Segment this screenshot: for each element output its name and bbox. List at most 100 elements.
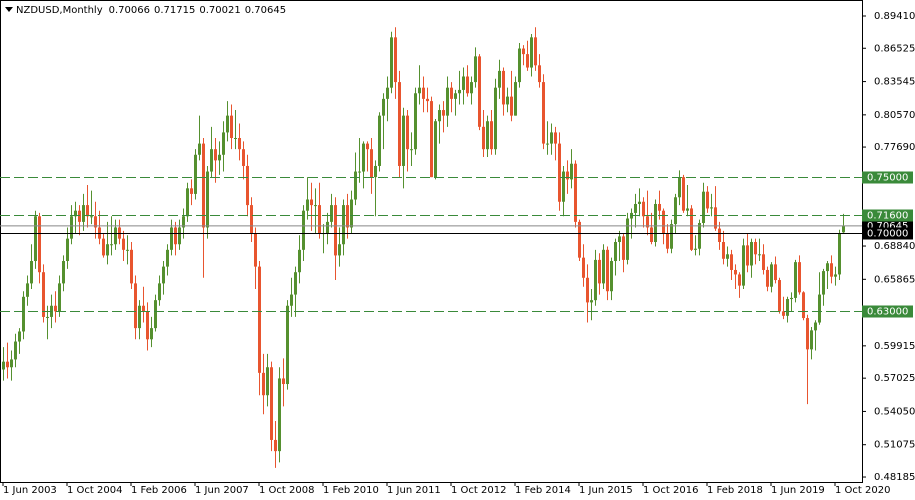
x-tick-label: 1 Feb 2014: [515, 485, 571, 496]
axes: 0.89410 0.86525 0.83545 0.80570 0.77690 0.688…: [2, 11, 915, 496]
candle-body: [46, 316, 49, 318]
candle-body: [646, 216, 649, 228]
candle-body: [86, 205, 89, 217]
candle-body: [714, 207, 717, 229]
candle-body: [606, 249, 609, 292]
last-close: 0.70645: [245, 5, 286, 16]
candle-body: [310, 199, 313, 206]
candle-body: [26, 283, 29, 297]
x-tick-label: 1 Jun 2003: [3, 485, 57, 496]
candle-body: [458, 89, 461, 94]
candle-body: [298, 249, 301, 273]
candle-body: [102, 238, 105, 256]
candle-body: [446, 87, 449, 116]
candle-body: [230, 115, 233, 139]
candle-body: [746, 245, 749, 266]
candle-body: [138, 305, 141, 329]
candle-body: [114, 227, 117, 245]
candle-body: [226, 115, 229, 133]
candle-body: [174, 227, 177, 245]
candle-body: [30, 261, 33, 284]
candle-body: [706, 191, 709, 209]
candle-body: [146, 311, 149, 340]
candle-body: [778, 280, 781, 312]
candle-body: [130, 249, 133, 284]
candle-body: [58, 283, 61, 312]
candle-body: [370, 149, 373, 178]
y-tick-label: 0.80570: [874, 110, 915, 121]
candle-body: [358, 171, 361, 173]
candle-body: [334, 205, 337, 256]
x-tick-label: 1 Feb 2018: [707, 485, 763, 496]
candle-body: [438, 110, 441, 122]
candle-body: [470, 82, 473, 94]
candle-body: [250, 205, 253, 234]
candle-body: [390, 37, 393, 88]
candle-body: [186, 188, 189, 217]
candle-body: [798, 262, 801, 293]
candle-body: [610, 261, 613, 292]
candle-body: [810, 330, 813, 350]
candle-body: [730, 254, 733, 270]
candle-body: [734, 269, 737, 275]
candle-body: [210, 149, 213, 172]
candle-body: [162, 266, 165, 284]
candle-body: [206, 171, 209, 228]
x-tick-label: 1 Oct 2008: [259, 485, 314, 496]
candle-body: [342, 205, 345, 245]
candle-body: [190, 188, 193, 194]
candle-body: [806, 318, 809, 350]
candle-body: [90, 216, 93, 218]
x-tick-label: 1 Jun 2015: [579, 485, 633, 496]
candle-body: [762, 254, 765, 270]
candle-body: [314, 205, 317, 207]
candle-body: [254, 233, 257, 267]
x-tick-label: 1 Feb 2006: [131, 485, 187, 496]
y-tick-label: 0.89410: [874, 11, 915, 22]
candle-body: [418, 87, 421, 94]
candle-body: [122, 238, 125, 250]
candle-body: [214, 149, 217, 161]
candle-body: [10, 359, 13, 368]
candle-body: [622, 236, 625, 260]
candle-body: [110, 244, 113, 246]
candle-body: [750, 242, 753, 266]
plot-area: [0, 27, 862, 468]
candle-body: [106, 244, 109, 256]
y-tick-label: 0.51075: [874, 440, 915, 451]
candle-body: [530, 37, 533, 68]
candle-body: [678, 177, 681, 198]
candle-body: [378, 115, 381, 166]
level-label: 0.71600: [867, 211, 908, 222]
candle-body: [718, 228, 721, 243]
y-tick-label: 0.59915: [874, 341, 915, 352]
candle-body: [626, 218, 629, 260]
candle-body: [754, 242, 757, 255]
candle-body: [582, 257, 585, 278]
candle-body: [134, 283, 137, 329]
candle-body: [686, 208, 689, 211]
x-tick-label: 1 Oct 2016: [643, 485, 698, 496]
level-label: 0.63000: [867, 307, 908, 318]
candle-body: [302, 210, 305, 250]
candle-body: [270, 367, 273, 440]
candle-body: [534, 37, 537, 66]
level-label-box: [862, 305, 913, 318]
candle-body: [650, 227, 653, 243]
candle-body: [326, 221, 329, 234]
level-label: 0.70000: [867, 229, 908, 240]
last-high: 0.71715: [154, 5, 195, 16]
level-label: 0.75000: [867, 173, 908, 184]
candle-body: [738, 274, 741, 286]
candle-body: [74, 210, 77, 217]
candle-body: [526, 54, 529, 68]
candle-body: [818, 294, 821, 323]
candle-body: [454, 93, 457, 99]
candle-body: [282, 378, 285, 385]
candle-body: [482, 126, 485, 150]
candle-body: [782, 311, 785, 316]
candle-body: [814, 322, 817, 331]
candle-body: [414, 93, 417, 150]
candle-body: [338, 244, 341, 256]
candle-body: [658, 203, 661, 211]
